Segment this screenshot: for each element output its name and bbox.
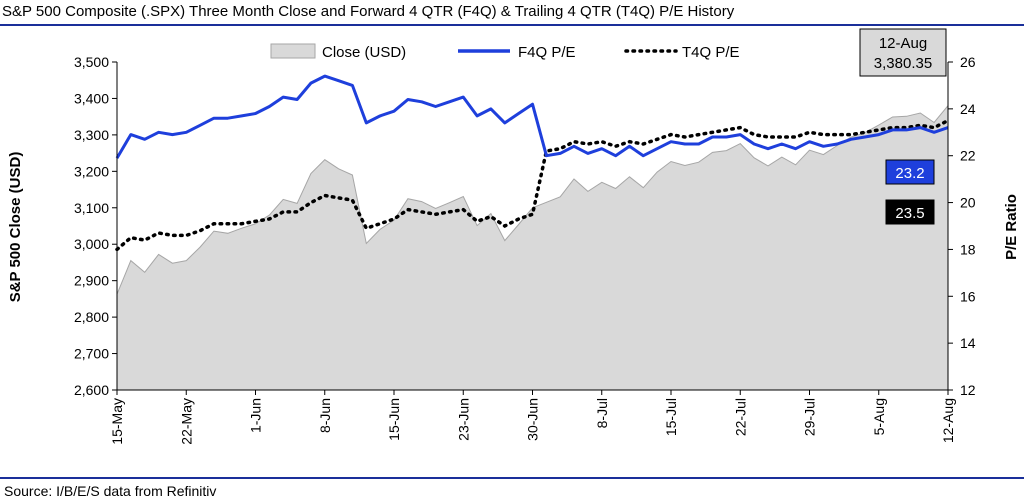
f4q-value-label: 23.2: [885, 159, 935, 185]
right-tick-label: 18: [960, 241, 976, 257]
chart-title: S&P 500 Composite (.SPX) Three Month Clo…: [2, 3, 735, 20]
source-note: Source: I/B/E/S data from Refinitiv: [4, 483, 216, 499]
legend-swatch-close: [270, 43, 316, 59]
legend-label-t4q: T4Q P/E: [682, 44, 740, 61]
right-tick-label: 20: [960, 195, 976, 211]
series-f4q-line: [115, 74, 949, 159]
left-tick-label: 3,000: [74, 236, 109, 252]
f4q-label-background: [885, 159, 935, 185]
right-tick-label: 24: [960, 101, 976, 117]
right-axis: 26 24 22 20 18 16 14 12: [947, 54, 976, 398]
left-tick-label: 3,100: [74, 200, 109, 216]
x-tick-label: 15-Jun: [386, 398, 402, 441]
series-t4q-line: [115, 118, 950, 252]
right-tick-label: 26: [960, 54, 976, 70]
x-tick-label: 1-Jun: [248, 398, 264, 433]
x-tick-label: 8-Jun: [317, 398, 333, 433]
legend: Close (USD) F4Q P/E T4Q P/E: [270, 43, 740, 61]
right-tick-label: 12: [960, 382, 976, 398]
left-axis: 3,500 3,400 3,300 3,200 3,100 3,000 2,900 2,800…: [74, 54, 118, 398]
x-tick-label: 15-May: [109, 398, 125, 445]
left-tick-label: 2,700: [74, 346, 109, 362]
series-close-area: [116, 104, 949, 391]
right-tick-label: 22: [960, 148, 976, 164]
x-tick-label: 23-Jun: [455, 398, 471, 441]
x-tick-label: 12-Aug: [940, 398, 956, 443]
x-tick-label: 22-Jul: [732, 398, 748, 436]
legend-label-close: Close (USD): [322, 44, 406, 61]
callout-close-value: 3,380.35: [874, 55, 932, 72]
plot-area: [115, 74, 950, 391]
last-close-callout: 12-Aug 3,380.35: [859, 28, 947, 77]
right-tick-label: 14: [960, 335, 976, 351]
left-tick-label: 3,200: [74, 163, 109, 179]
x-tick-label: 8-Jul: [594, 398, 610, 428]
left-tick-label: 2,900: [74, 273, 109, 289]
callout-date: 12-Aug: [879, 35, 927, 52]
left-tick-label: 3,500: [74, 54, 109, 70]
x-tick-label: 30-Jun: [525, 398, 541, 441]
t4q-label-background: [885, 199, 935, 225]
left-axis-label: S&P 500 Close (USD): [7, 152, 24, 303]
t4q-value-label: 23.5: [885, 199, 935, 225]
left-tick-label: 3,400: [74, 90, 109, 106]
left-tick-label: 2,800: [74, 309, 109, 325]
x-tick-label: 5-Aug: [871, 398, 887, 435]
x-tick-label: 22-May: [178, 398, 194, 445]
f4q-label-text: 23.2: [895, 165, 924, 182]
t4q-label-text: 23.5: [895, 205, 924, 222]
right-tick-label: 16: [960, 288, 976, 304]
x-tick-label: 29-Jul: [802, 398, 818, 436]
legend-label-f4q: F4Q P/E: [518, 44, 576, 61]
x-tick-label: 15-Jul: [663, 398, 679, 436]
right-axis-label: P/E Ratio: [1003, 194, 1020, 260]
left-tick-label: 2,600: [74, 382, 109, 398]
x-axis: 15-May 22-May 1-Jun 8-Jun 15-Jun 23-Jun 30-Jun…: [109, 389, 956, 445]
left-tick-label: 3,300: [74, 127, 109, 143]
callout-background: [859, 28, 947, 77]
